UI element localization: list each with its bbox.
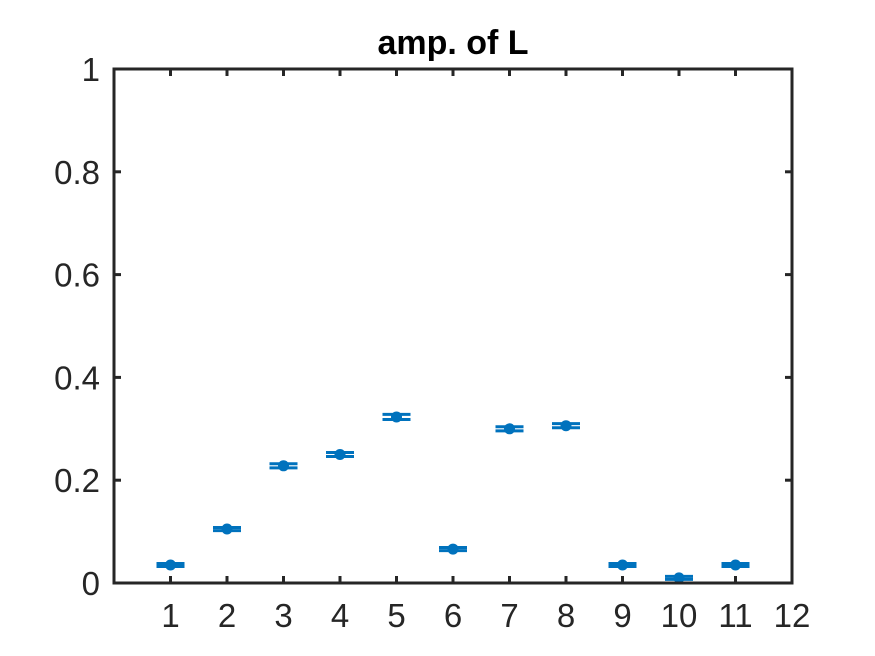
axis-ticks [114,67,794,585]
x-tick-label: 10 [661,597,698,634]
data-point [156,559,185,571]
data-marker [334,449,346,460]
x-tick-label: 12 [774,597,811,634]
data-marker [673,572,685,584]
data-marker [504,423,515,435]
x-tick-label: 1 [161,597,179,634]
x-tick-label: 5 [387,597,405,634]
data-point [608,559,637,571]
data-marker [447,543,459,555]
x-tick-label: 6 [444,597,462,634]
data-point [665,572,693,584]
chart-title: amp. of L [377,24,528,62]
x-tick-label: 8 [557,597,575,634]
data-point [721,559,750,571]
plot-area-frame [112,67,794,585]
y-tick-label: 0.8 [54,154,100,191]
data-point [439,543,467,555]
data-marker [617,559,628,571]
x-tick-label: 4 [331,597,349,634]
y-tick-label: 0.2 [54,462,100,499]
data-point [495,423,524,435]
x-tick-label: 3 [274,597,292,634]
data-marker [391,411,402,423]
y-tick-label: 0.4 [54,359,100,396]
data-marker [278,460,289,472]
data-point [269,460,298,472]
data-marker [165,559,176,571]
data-point [382,411,411,423]
x-tick-label: 2 [218,597,236,634]
data-point [326,449,354,460]
data-point [552,420,580,432]
data-marker [221,523,233,535]
data-marker [560,420,572,432]
y-tick-label: 0.6 [54,257,100,294]
x-tick-label: 9 [613,597,631,634]
y-tick-label: 0 [82,565,100,602]
y-tick-label: 1 [82,51,100,88]
data-points [156,411,750,584]
x-tick-label: 11 [718,597,752,634]
x-tick-label: 7 [500,597,518,634]
data-point [213,523,241,535]
data-marker [730,559,741,571]
